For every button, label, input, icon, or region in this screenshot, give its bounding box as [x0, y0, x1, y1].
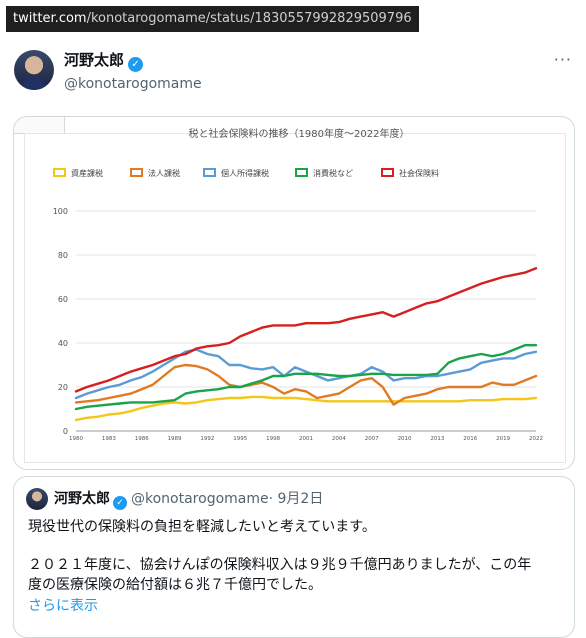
legend-swatch-3: [203, 168, 216, 177]
y-tick-40: 40: [58, 339, 68, 348]
more-options-icon[interactable]: ···: [553, 50, 572, 69]
legend-label-5: 社会保険料: [399, 168, 439, 178]
x-tick-1989: 1989: [168, 436, 182, 442]
avatar[interactable]: [14, 50, 54, 90]
quote-verified-badge-icon: ✓: [113, 496, 127, 510]
verified-badge-icon: ✓: [128, 57, 144, 72]
chart-frame: [24, 133, 566, 463]
url-bar[interactable]: twitter.com/konotarogomame/status/183055…: [6, 6, 419, 32]
url-host: twitter.com: [13, 11, 87, 26]
legend-item-5: 社会保険料: [381, 168, 439, 178]
quote-line-3: 度の医療保険の給付額は６兆７千億円でした。: [28, 577, 322, 593]
chart-svg: 税と社会保険料の推移（1980年度～2022年度） 0 20 40 60 80 100 1…: [53, 127, 543, 442]
author-block: 河野太郎 ✓ @konotarogomame: [64, 51, 202, 94]
x-tick-1983: 1983: [102, 436, 116, 442]
author-name-row[interactable]: 河野太郎 ✓: [64, 51, 202, 72]
legend-label-2: 法人課税: [148, 168, 180, 178]
quote-date[interactable]: · 9月2日: [268, 491, 324, 507]
quote-author-name[interactable]: 河野太郎: [54, 491, 110, 507]
x-tick-1992: 1992: [200, 436, 214, 442]
x-tick-2016: 2016: [463, 436, 477, 442]
quote-handle[interactable]: @konotarogomame: [131, 491, 269, 507]
tweet-header: 河野太郎 ✓ @konotarogomame ···: [14, 48, 576, 98]
legend-item-3: 個人所得課税: [203, 168, 269, 178]
x-tick-2013: 2013: [430, 436, 444, 442]
series-line-1: [74, 395, 538, 422]
x-tick-2001: 2001: [299, 436, 313, 442]
y-tick-80: 80: [58, 251, 68, 260]
chart-title: 税と社会保険料の推移（1980年度～2022年度）: [189, 127, 410, 140]
x-tick-2010: 2010: [398, 436, 412, 442]
quote-avatar[interactable]: [26, 488, 48, 510]
legend-swatch-2: [130, 168, 143, 177]
y-tick-60: 60: [58, 295, 68, 304]
legend-swatch-5: [381, 168, 394, 177]
legend-item-4: 消費税など: [295, 168, 353, 178]
x-tick-1995: 1995: [233, 436, 247, 442]
series-line-2: [74, 363, 538, 406]
y-tick-labels: 0 20 40 60 80 100: [53, 207, 68, 436]
y-tick-20: 20: [58, 383, 68, 392]
quote-line-1: 現役世代の保険料の負担を軽減したいと考えています。: [28, 519, 376, 535]
legend-swatch-1: [53, 168, 66, 177]
x-tick-1986: 1986: [135, 436, 149, 442]
y-tick-0: 0: [63, 427, 68, 436]
legend-label-4: 消費税など: [313, 168, 353, 178]
author-name[interactable]: 河野太郎: [64, 51, 125, 69]
quote-line-2: ２０２１年度に、協会けんぽの保険料収入は９兆９千億円ありましたが、この年: [28, 557, 532, 573]
x-tick-1998: 1998: [266, 436, 280, 442]
x-tick-labels: 1980 1983 1986 1989 1992 1995 1998 2001 2004 2007…: [69, 436, 543, 442]
legend-label-3: 個人所得課税: [221, 168, 269, 178]
series-line-3: [74, 348, 538, 400]
author-handle[interactable]: @konotarogomame: [64, 76, 202, 92]
quote-tweet[interactable]: 河野太郎 ✓ @konotarogomame· 9月2日 現役世代の保険料の負担を軽…: [13, 476, 575, 638]
chart-legend: 資産課税 法人課税 個人所得課税 消費税など 社会保険料: [53, 168, 439, 178]
y-tick-100: 100: [53, 207, 68, 216]
chart-lines: [74, 266, 538, 422]
x-tick-1980: 1980: [69, 436, 83, 442]
legend-item-1: 資産課税: [53, 168, 103, 178]
legend-item-2: 法人課税: [130, 168, 180, 178]
show-more-link[interactable]: さらに表示: [28, 598, 98, 614]
legend-swatch-4: [295, 168, 308, 177]
x-tick-2022: 2022: [529, 436, 543, 442]
x-tick-2004: 2004: [332, 436, 346, 442]
url-path: /konotarogomame/status/18305579928295097…: [86, 11, 412, 26]
quote-text: 現役世代の保険料の負担を軽減したいと考えています。 ２０２１年度に、協会けんぽの…: [28, 517, 568, 616]
x-tick-2007: 2007: [365, 436, 379, 442]
quote-header: 河野太郎 ✓ @konotarogomame· 9月2日: [54, 490, 323, 510]
series-line-4: [74, 343, 538, 411]
x-tick-2019: 2019: [496, 436, 510, 442]
legend-label-1: 資産課税: [71, 168, 103, 178]
series-line-5: [74, 266, 538, 393]
media-card[interactable]: 税と社会保険料の推移（1980年度～2022年度） 0 20 40 60 80 100 1…: [13, 116, 575, 470]
